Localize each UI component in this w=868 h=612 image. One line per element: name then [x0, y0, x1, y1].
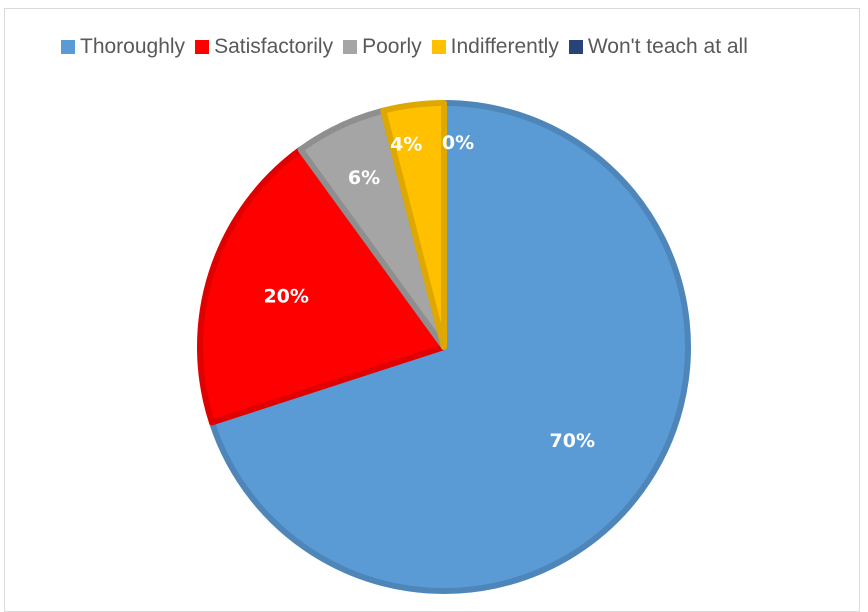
pie-slice-indifferently[interactable] — [380, 100, 447, 350]
legend-label: Poorly — [362, 35, 422, 58]
legend-swatch — [343, 40, 358, 54]
pie-slices — [196, 100, 691, 594]
legend-label: Satisfactorily — [214, 35, 334, 58]
legend-label: Thoroughly — [80, 35, 186, 58]
legend-label: Won't teach at all — [587, 35, 748, 58]
pie-data-labels: 70% 20% 6% 4% 0% — [263, 132, 595, 452]
data-label: 6% — [348, 167, 380, 189]
data-label: 0% — [442, 132, 474, 154]
legend-item-thoroughly[interactable]: Thoroughly — [61, 35, 185, 59]
pie-slice-thoroughly[interactable] — [208, 100, 691, 594]
legend: Thoroughly Satisfactorily Poorly Indiffe… — [61, 30, 748, 64]
legend-item-indifferently[interactable]: Indifferently — [431, 35, 559, 59]
data-label: 20% — [263, 286, 308, 308]
legend-swatch — [568, 40, 583, 54]
legend-item-wont-teach-at-all[interactable]: Won't teach at all — [568, 35, 748, 59]
pie-slice-satisfactorily[interactable] — [196, 146, 447, 426]
legend-swatch — [61, 40, 75, 54]
legend-item-poorly[interactable]: Poorly — [343, 35, 422, 59]
data-label: 70% — [550, 430, 595, 452]
legend-swatch — [195, 40, 210, 54]
legend-label: Indifferently — [450, 35, 559, 58]
data-label: 4% — [390, 134, 422, 156]
legend-item-satisfactorily[interactable]: Satisfactorily — [195, 35, 333, 59]
legend-swatch — [431, 40, 446, 54]
